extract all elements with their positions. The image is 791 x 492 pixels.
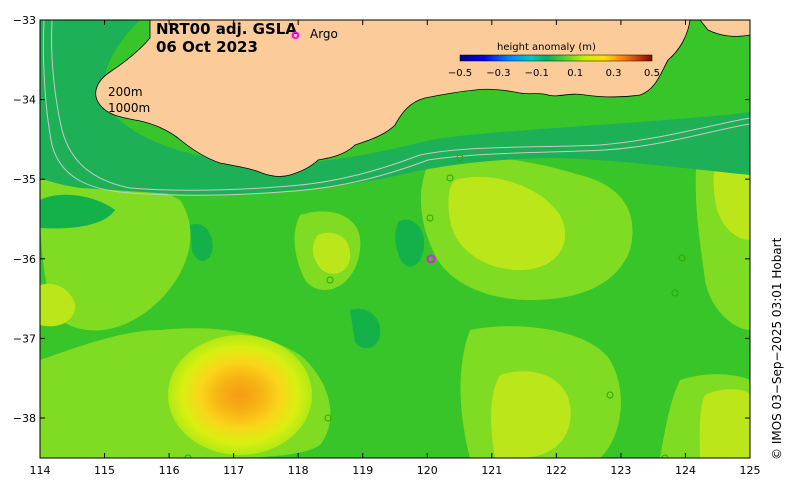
colorbar-tick-label: 0.1 <box>567 68 583 79</box>
plot-area <box>40 20 750 458</box>
y-tick-label: −37 <box>13 332 36 345</box>
anomaly-yellow-green-patches <box>40 152 750 458</box>
credit-text: © IMOS 03−Sep−2025 03:01 Hobart <box>770 237 784 460</box>
y-tick-label: −36 <box>13 253 36 266</box>
x-tick-label: 119 <box>352 464 373 477</box>
colorbar <box>459 54 653 62</box>
argo-float-marker[interactable] <box>426 254 436 264</box>
colorbar-tick-label: 0.3 <box>606 68 622 79</box>
x-tick-label: 125 <box>740 464 761 477</box>
bathymetry-contours <box>42 20 750 196</box>
y-tick-label: −33 <box>13 14 36 27</box>
x-axis-ticks: 114 115 116 117 118 119 120 121 122 123 124 125 <box>30 20 761 477</box>
x-tick-label: 114 <box>30 464 51 477</box>
colorbar-tick-label: 0.5 <box>644 68 660 79</box>
depth-label-200m: 200m <box>108 85 143 99</box>
warm-eddy-anomaly <box>168 335 312 455</box>
plot-frame <box>39 19 751 459</box>
argo-legend-label: Argo <box>310 27 338 41</box>
y-tick-label: −34 <box>13 94 36 107</box>
y-tick-label: −38 <box>13 412 36 425</box>
x-tick-label: 118 <box>288 464 309 477</box>
x-tick-label: 115 <box>94 464 115 477</box>
anomaly-dark-green-patches <box>40 194 425 349</box>
x-tick-label: 121 <box>481 464 502 477</box>
colorbar-tick-label: −0.1 <box>525 68 549 79</box>
y-axis-ticks: −33 −34 −35 −36 −37 −38 <box>13 14 750 425</box>
map-title-line2: 06 Oct 2023 <box>156 38 258 56</box>
x-tick-label: 122 <box>546 464 567 477</box>
x-tick-label: 117 <box>223 464 244 477</box>
y-tick-label: −35 <box>13 173 36 186</box>
x-tick-label: 120 <box>417 464 438 477</box>
float-markers <box>184 154 686 458</box>
x-tick-label: 116 <box>159 464 180 477</box>
x-tick-label: 124 <box>675 464 696 477</box>
colorbar-ticks: −0.5 −0.3 −0.1 0.1 0.3 0.5 <box>448 68 660 79</box>
depth-label-1000m: 1000m <box>108 101 150 115</box>
colorbar-tick-label: −0.5 <box>448 68 472 79</box>
map-title-line1: NRT00 adj. GSLA <box>156 20 297 38</box>
colorbar-tick-label: −0.3 <box>486 68 510 79</box>
colorbar-title: height anomaly (m) <box>497 42 596 53</box>
x-tick-label: 123 <box>610 464 631 477</box>
argo-legend-symbol: o <box>291 28 300 43</box>
